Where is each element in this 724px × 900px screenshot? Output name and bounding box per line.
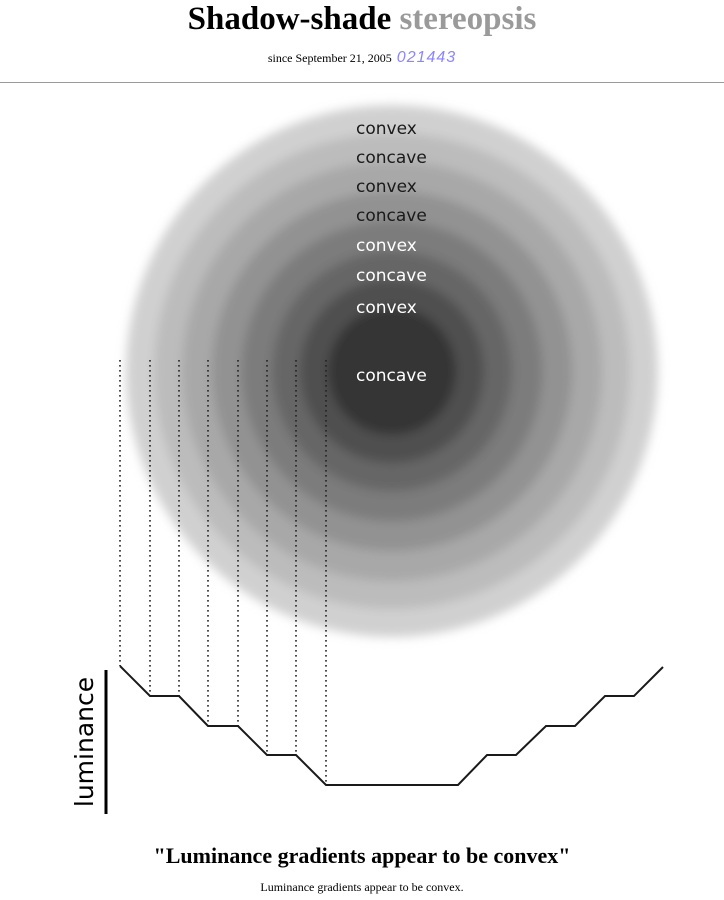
- luminance-profile-line: [119, 665, 664, 786]
- page-title: Shadow-shade stereopsis: [0, 0, 724, 38]
- ring-label-8: concave: [356, 366, 427, 386]
- since-date: since September 21, 2005: [267, 51, 392, 65]
- title-part-shadow-shade: Shadow-shade: [187, 1, 392, 37]
- ring-label-5: convex: [356, 236, 417, 256]
- ring-label-3: convex: [356, 177, 417, 197]
- ring-label-7: convex: [356, 298, 417, 318]
- caption-title: "Luminance gradients appear to be convex…: [153, 843, 571, 868]
- header-divider: [0, 82, 724, 83]
- caption-text: Luminance gradients appear to be convex.: [260, 880, 464, 894]
- since-line: since September 21, 2005 021443: [0, 48, 724, 68]
- illusion-figure: convex concave convex concave convex concave c…: [0, 90, 724, 830]
- luminance-axis-label: luminance: [70, 677, 99, 807]
- ring-label-2: concave: [356, 148, 427, 168]
- ring-labels: convex concave convex concave convex concave c…: [356, 119, 427, 386]
- title-part-stereopsis: stereopsis: [399, 1, 537, 37]
- figure-canvas: convex concave convex concave convex concave c…: [70, 105, 664, 814]
- ring-label-4: concave: [356, 206, 427, 226]
- dotted-guide-lines: [119, 360, 327, 785]
- ring-label-6: concave: [356, 266, 427, 286]
- visit-counter: 021443: [396, 49, 457, 66]
- ring-8: [328, 307, 456, 435]
- ring-label-1: convex: [356, 119, 417, 139]
- concentric-rings: [126, 105, 658, 637]
